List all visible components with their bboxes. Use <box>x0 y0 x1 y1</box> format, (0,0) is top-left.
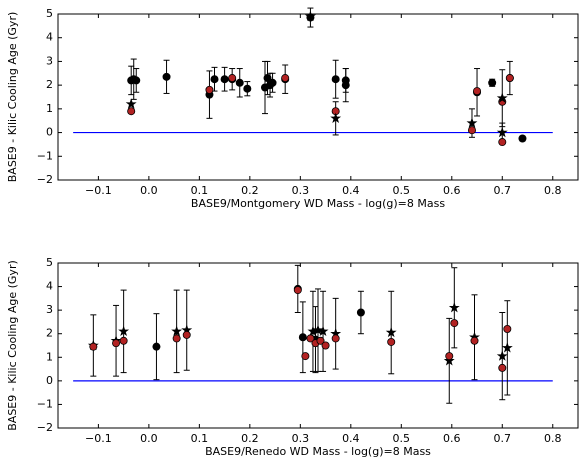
star-marker <box>501 342 513 353</box>
point <box>321 341 330 350</box>
x-tick-label: 0.2 <box>241 432 259 445</box>
point <box>356 308 365 317</box>
x-tick-label: 0.0 <box>140 184 158 197</box>
y-axis-label: BASE9 - Kilic Cooling Age (Gyr) <box>6 12 19 183</box>
point <box>488 78 497 87</box>
x-tick-label: 0.1 <box>191 432 209 445</box>
point <box>505 74 514 83</box>
point <box>306 334 315 343</box>
star-marker <box>125 98 137 109</box>
point <box>172 334 181 343</box>
x-tick-label: 0.7 <box>494 432 512 445</box>
y-tick-label: 4 <box>46 31 53 44</box>
plot-frame <box>57 262 579 429</box>
star-marker <box>496 126 508 138</box>
x-tick-label: 0.8 <box>544 184 562 197</box>
y-axis-label: BASE9 - Kilic Cooling Age (Gyr) <box>6 260 19 431</box>
star-marker <box>317 325 329 336</box>
point <box>281 74 290 83</box>
y-tick-label: 1 <box>46 350 53 363</box>
x-tick-label: 0.3 <box>292 184 310 197</box>
y-tick-label: −1 <box>37 397 53 410</box>
x-tick-label: 0.6 <box>443 432 461 445</box>
point <box>467 126 476 135</box>
point <box>243 84 252 93</box>
star-marker <box>496 350 508 361</box>
x-axis-label: BASE9/Renedo WD Mass - log(g)=8 Mass <box>205 445 431 458</box>
x-tick-label: 0.0 <box>140 432 158 445</box>
x-tick-label: −0.1 <box>85 432 112 445</box>
plot-frame <box>57 13 579 181</box>
x-tick-label: 0.5 <box>393 184 411 197</box>
star-marker <box>443 355 455 366</box>
point <box>119 336 128 345</box>
y-tick-label: 0 <box>46 374 53 387</box>
point <box>473 87 482 96</box>
x-tick-label: 0.4 <box>342 184 360 197</box>
point <box>205 85 214 94</box>
point <box>182 330 191 339</box>
point <box>498 363 507 372</box>
point <box>228 74 237 83</box>
star-marker <box>466 117 478 128</box>
star-marker <box>304 10 316 21</box>
x-axis-label: BASE9/Montgomery WD Mass - log(g)=8 Mass <box>191 197 445 210</box>
point <box>235 78 244 87</box>
point <box>316 336 325 345</box>
y-tick-label: 2 <box>46 327 53 340</box>
point <box>89 342 98 351</box>
point <box>387 337 396 346</box>
point <box>210 75 219 84</box>
y-tick-label: 4 <box>46 280 53 293</box>
point <box>445 352 454 361</box>
point <box>331 75 340 84</box>
y-tick-label: 1 <box>46 102 53 115</box>
point <box>293 286 302 295</box>
y-tick-label: 3 <box>46 54 53 67</box>
point <box>301 352 310 361</box>
x-tick-label: 0.1 <box>191 184 209 197</box>
y-tick-label: −2 <box>37 173 53 186</box>
x-tick-label: 0.8 <box>544 432 562 445</box>
star-marker <box>448 302 460 313</box>
x-tick-label: 0.6 <box>443 184 461 197</box>
point <box>263 74 272 83</box>
point <box>132 76 141 85</box>
point <box>331 334 340 343</box>
point <box>470 336 479 345</box>
star-marker <box>118 325 130 336</box>
point <box>127 107 136 116</box>
y-tick-label: 5 <box>46 7 53 20</box>
x-tick-label: 0.2 <box>241 184 259 197</box>
star-marker <box>496 92 508 103</box>
y-tick-label: 0 <box>46 126 53 139</box>
point <box>268 78 277 87</box>
star-marker <box>330 112 342 123</box>
y-tick-label: −2 <box>37 421 53 434</box>
star-marker <box>385 326 397 338</box>
y-tick-label: −1 <box>37 149 53 162</box>
point <box>162 72 171 81</box>
y-tick-label: 5 <box>46 256 53 269</box>
point <box>518 134 527 143</box>
x-tick-label: −0.1 <box>85 184 112 197</box>
point <box>503 324 512 333</box>
point <box>220 75 229 84</box>
y-tick-label: 2 <box>46 78 53 91</box>
point <box>450 319 459 328</box>
x-tick-label: 0.3 <box>292 432 310 445</box>
x-tick-label: 0.5 <box>393 432 411 445</box>
x-tick-label: 0.7 <box>494 184 512 197</box>
y-tick-label: 3 <box>46 303 53 316</box>
x-tick-label: 0.4 <box>342 432 360 445</box>
point <box>341 81 350 90</box>
point <box>112 339 121 348</box>
point <box>298 333 307 342</box>
point <box>152 342 161 351</box>
star-marker <box>171 325 183 336</box>
point <box>498 138 507 147</box>
